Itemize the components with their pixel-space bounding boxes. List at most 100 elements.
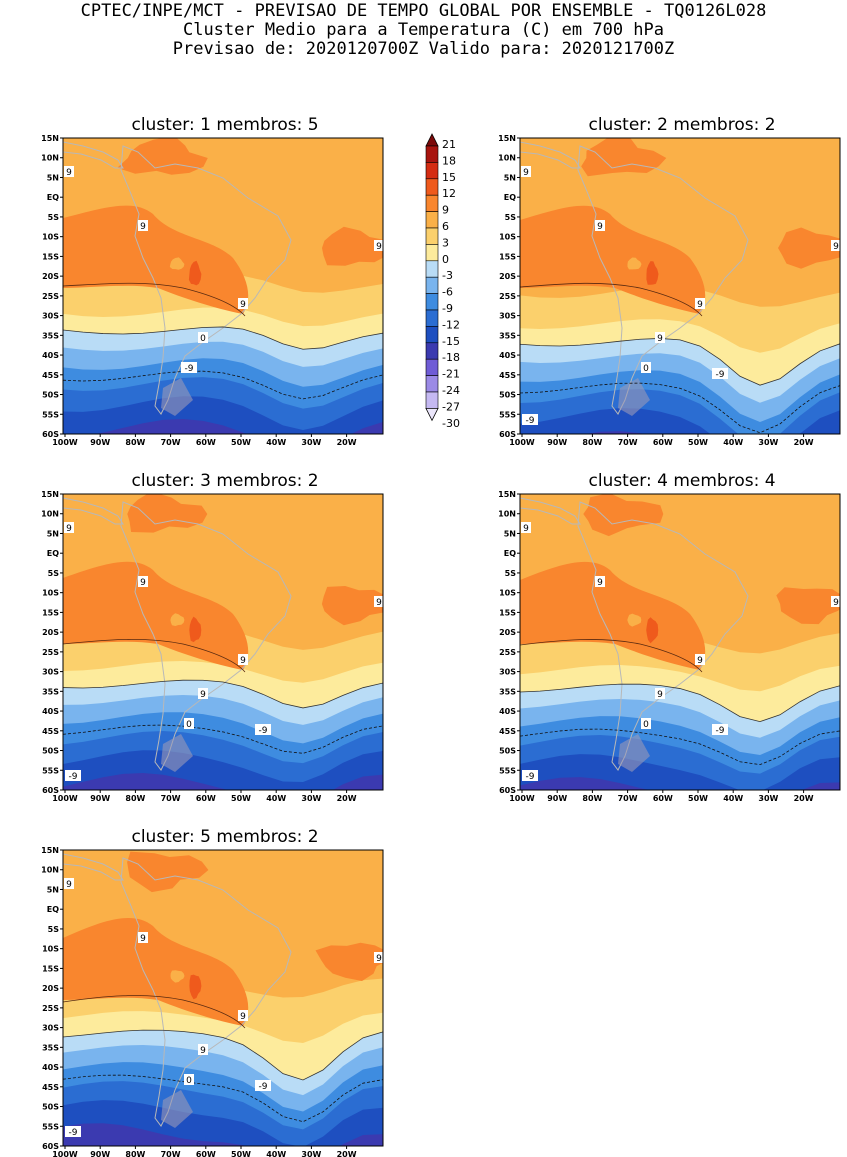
lat-tick-label: 5N: [504, 173, 516, 182]
lat-tick-label: 5N: [47, 529, 59, 538]
lon-tick-label: 40W: [266, 1150, 286, 1157]
lat-tick-label: EQ: [47, 549, 59, 558]
contour-label: -9: [255, 1080, 271, 1092]
contour-label-box: [255, 724, 271, 735]
lon-tick-label: 20W: [337, 1150, 357, 1157]
lat-tick-label: 5S: [505, 569, 517, 578]
lat-tick-label: 45S: [42, 371, 59, 380]
map-field: 9 9 9 9 0 -9: [63, 138, 383, 434]
shade-12-15: [646, 261, 659, 285]
contour-label-text: 9: [657, 690, 663, 700]
contour-label-box: [695, 298, 705, 309]
contour-label: 9: [374, 952, 383, 964]
contour-label: 9: [138, 932, 148, 944]
contour-label-box: [181, 362, 197, 373]
colorbar-label: -3: [442, 269, 453, 282]
map-field: 9 9 9 9 9 0 -9 -9: [63, 494, 383, 790]
colorbar-label: 6: [442, 220, 449, 233]
map-field: 9 9 9 9 9 0 -9 -9: [520, 494, 840, 790]
contour-label-text: -9: [69, 772, 78, 782]
panel-title: cluster: 2 membros: 2: [588, 115, 775, 135]
contour-minus-9: [63, 370, 383, 400]
shade-9-12: [63, 561, 249, 670]
shade-6-9: [169, 257, 185, 270]
lat-tick-label: 20S: [42, 628, 59, 637]
lat-tick-label: 60S: [42, 430, 59, 439]
lat-tick-label: 10N: [41, 154, 59, 163]
shade-9-12: [63, 917, 249, 1026]
contour-label-text: 9: [140, 578, 146, 588]
lat-tick-label: EQ: [47, 905, 59, 914]
lat-tick-label: 10S: [42, 233, 59, 242]
lon-tick-label: 40W: [266, 438, 286, 447]
lat-tick-label: 45S: [499, 371, 516, 380]
lat-tick-label: 15N: [498, 134, 516, 143]
contour-label-box: [184, 718, 194, 729]
lat-tick-label: 55S: [42, 766, 59, 775]
lon-tick-label: 60W: [196, 438, 216, 447]
lon-tick-label: 30W: [301, 438, 321, 447]
lon-tick-label: 40W: [723, 794, 743, 803]
colorbar-segment: [425, 309, 439, 327]
contour-label: -9: [522, 770, 538, 782]
contour-label-box: [238, 654, 248, 665]
lon-tick-label: 100W: [509, 794, 535, 803]
panel-title: cluster: 3 membros: 2: [131, 471, 318, 491]
lat-tick-label: EQ: [504, 549, 516, 558]
contour-label-text: 9: [376, 242, 382, 252]
shade-9-12: [520, 205, 706, 314]
contour-label: -9: [65, 1126, 81, 1138]
contour-label-text: 9: [833, 598, 839, 608]
continent-outline: [120, 145, 292, 415]
contour-label-box: [238, 298, 248, 309]
shade-cold-band: [63, 773, 383, 790]
lat-tick-label: 60S: [42, 786, 59, 795]
lat-tick-label: 10S: [42, 945, 59, 954]
lon-tick-label: 50W: [688, 794, 708, 803]
contour-label-text: -9: [716, 370, 725, 380]
shade-9-12: [583, 494, 664, 537]
lon-tick-label: 30W: [758, 794, 778, 803]
colorbar-segment: [425, 358, 439, 376]
contour-label-text: 9: [240, 1012, 246, 1022]
shade-9-12: [321, 586, 383, 626]
lat-tick-label: 15N: [41, 134, 59, 143]
lat-tick-label: 40S: [42, 351, 59, 360]
contour-label-box: [712, 724, 728, 735]
patagonia-islands: [161, 734, 193, 772]
lat-tick-label: 45S: [499, 727, 516, 736]
lon-tick-label: 80W: [125, 438, 145, 447]
lon-tick-label: 100W: [52, 1150, 78, 1157]
lon-tick-label: 20W: [794, 794, 814, 803]
contour-label: 9: [198, 688, 208, 700]
lat-tick-label: 40S: [499, 707, 516, 716]
lon-tick-label: 90W: [90, 1150, 110, 1157]
lat-tick-label: 40S: [499, 351, 516, 360]
continent-outline: [577, 145, 749, 415]
shade-9-12: [127, 494, 208, 533]
lon-tick-label: 80W: [582, 438, 602, 447]
lat-tick-label: 30S: [42, 668, 59, 677]
lat-tick-label: 20S: [42, 984, 59, 993]
contour-label-box: [138, 220, 148, 231]
contour-label: -9: [522, 414, 538, 426]
contour-label-text: 9: [200, 690, 206, 700]
continent-outline: [520, 497, 581, 525]
lat-tick-label: EQ: [504, 193, 516, 202]
contour-label-box: [238, 1010, 248, 1021]
contour-label-text: 9: [523, 168, 529, 178]
contour-0: [63, 679, 383, 709]
shade-6-9: [627, 613, 642, 627]
lat-tick-label: 35S: [42, 687, 59, 696]
contour-label: -9: [65, 770, 81, 782]
header-title: CPTEC/INPE/MCT - PREVISAO DE TEMPO GLOBA…: [80, 1, 767, 21]
contour-label-text: 9: [597, 222, 603, 232]
contour-label: 9: [64, 878, 74, 890]
lat-tick-label: 5N: [47, 173, 59, 182]
contour-minus-9: [520, 728, 840, 766]
lat-tick-label: 15N: [41, 490, 59, 499]
lon-tick-label: 60W: [653, 794, 673, 803]
lat-tick-label: 5S: [505, 213, 517, 222]
colorbar-segment: [425, 244, 439, 262]
lat-tick-label: 50S: [42, 747, 59, 756]
